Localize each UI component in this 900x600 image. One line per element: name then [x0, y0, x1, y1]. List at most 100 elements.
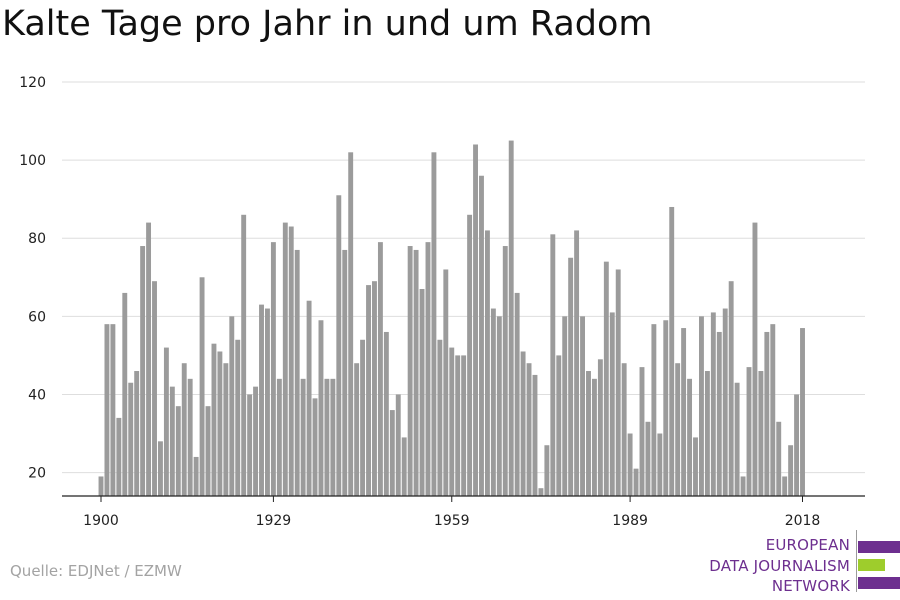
- bar: [449, 347, 455, 496]
- bar: [342, 249, 348, 496]
- bar: [580, 316, 585, 496]
- bar: [663, 320, 669, 496]
- y-tick-label: 80: [28, 231, 46, 247]
- bar-chart: 20 40 60 80 100 120 1900 1929 1959 1989 2018: [19, 75, 865, 529]
- bar: [800, 328, 805, 496]
- bar: [538, 488, 544, 496]
- bar: [348, 152, 354, 497]
- bar: [366, 285, 371, 496]
- logo-line-european: EUROPEAN: [765, 536, 850, 554]
- bar: [300, 378, 306, 496]
- bar: [288, 226, 294, 496]
- bar: [134, 371, 140, 496]
- chart-title: Kalte Tage pro Jahr in und um Radom: [2, 4, 653, 44]
- x-tick-label: 2018: [785, 513, 821, 529]
- x-axis-ticks: 1900 1929 1959 1989 2018: [83, 496, 820, 529]
- bar: [532, 374, 538, 496]
- bar: [455, 355, 461, 496]
- bar: [591, 378, 597, 496]
- bar: [110, 324, 116, 496]
- bar: [276, 378, 282, 496]
- bar: [175, 406, 181, 496]
- bar: [645, 421, 651, 496]
- bar: [544, 445, 550, 496]
- bar: [163, 347, 169, 496]
- bar: [639, 367, 645, 496]
- y-tick-label: 60: [28, 309, 46, 325]
- bar: [461, 355, 467, 496]
- bar: [490, 308, 496, 496]
- bar: [324, 378, 330, 496]
- bar: [651, 324, 657, 496]
- bar: [764, 331, 770, 496]
- bar: [746, 367, 752, 496]
- bar: [389, 410, 395, 496]
- bar: [312, 398, 318, 496]
- y-tick-label: 40: [28, 387, 46, 403]
- bar: [229, 316, 235, 496]
- source-note: Quelle: EDJNet / EZMW: [10, 562, 182, 580]
- bar: [550, 234, 556, 496]
- bar: [140, 246, 146, 496]
- bar: [425, 242, 431, 496]
- bar: [419, 289, 425, 496]
- x-tick-label: 1959: [434, 513, 470, 529]
- bar: [479, 175, 484, 497]
- bar: [675, 363, 681, 496]
- y-tick-label: 100: [19, 153, 46, 169]
- bar: [383, 331, 389, 496]
- logo-bar-top: [858, 541, 900, 553]
- logo-divider: [856, 530, 857, 592]
- bar: [669, 206, 675, 497]
- bar: [627, 433, 633, 496]
- bar: [657, 433, 663, 496]
- bar: [193, 456, 199, 496]
- bar: [253, 386, 259, 496]
- bar: [372, 281, 377, 496]
- logo-bar-middle: [858, 559, 885, 571]
- bar: [621, 363, 627, 496]
- bar: [116, 417, 122, 496]
- y-axis-tick-labels: 20 40 60 80 100 120: [19, 75, 46, 482]
- x-tick-label: 1900: [83, 513, 119, 529]
- bar: [152, 281, 157, 496]
- bar: [401, 437, 407, 496]
- bars: [98, 140, 805, 497]
- bar: [377, 242, 383, 496]
- bar: [437, 339, 443, 496]
- bar: [728, 281, 734, 496]
- bar: [247, 394, 253, 496]
- bar: [354, 363, 360, 496]
- bar: [181, 363, 187, 496]
- bar: [336, 195, 342, 496]
- logo-bar-bottom: [858, 577, 900, 589]
- bar: [633, 468, 639, 496]
- bar: [508, 140, 514, 496]
- bar: [270, 242, 276, 496]
- bar: [265, 308, 270, 496]
- bar: [158, 441, 163, 496]
- bar: [788, 445, 794, 496]
- bar: [122, 292, 128, 496]
- bar: [407, 246, 413, 496]
- bar: [704, 371, 710, 496]
- bar: [502, 246, 508, 496]
- bar: [217, 351, 223, 496]
- bar: [223, 363, 229, 496]
- logo-line-data-journalism: DATA JOURNALISM: [709, 557, 850, 575]
- bar: [443, 269, 449, 496]
- edjnet-logo: EUROPEAN DATA JOURNALISM NETWORK: [700, 528, 900, 596]
- bar: [473, 144, 478, 497]
- bar: [431, 152, 437, 497]
- bar: [104, 324, 110, 496]
- bar: [294, 249, 300, 496]
- bar: [318, 320, 324, 496]
- bar: [169, 386, 175, 496]
- bar: [360, 339, 366, 496]
- bar: [758, 371, 764, 496]
- bar: [146, 222, 152, 496]
- x-tick-label: 1929: [256, 513, 292, 529]
- bar: [484, 230, 490, 497]
- bar: [681, 328, 687, 496]
- bar: [597, 359, 603, 496]
